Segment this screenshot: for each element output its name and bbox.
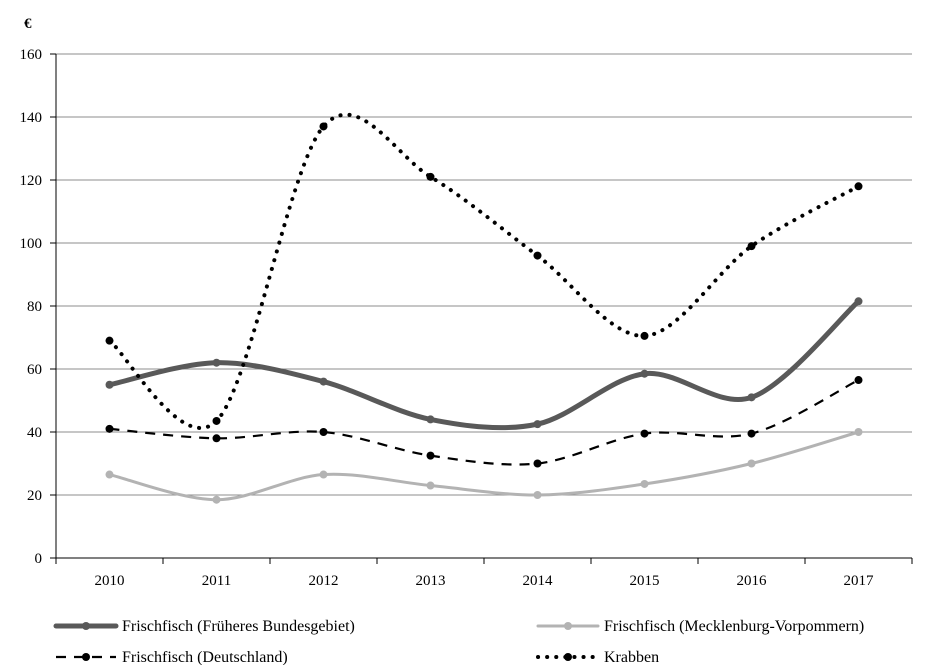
x-tick-labels: 2010 2011 2012 2013 2014 2015 2016 2017 (95, 573, 875, 589)
data-point (319, 377, 328, 386)
data-point (533, 491, 542, 499)
y-tick-label: 120 (20, 173, 43, 189)
legend-label: Frischfisch (Früheres Bundesgebiet) (122, 618, 355, 635)
data-point (533, 251, 542, 260)
y-axis-unit-label: € (24, 16, 32, 32)
y-tick-label: 60 (27, 362, 42, 378)
series-0 (105, 297, 863, 431)
x-tick-label: 2013 (416, 573, 446, 589)
legend-item: Krabben (536, 649, 659, 665)
data-point (854, 428, 863, 436)
data-point (533, 459, 542, 468)
data-point (747, 429, 756, 438)
x-tick-label: 2015 (630, 573, 660, 589)
data-point (747, 393, 756, 402)
data-point (426, 481, 435, 490)
data-point (640, 429, 649, 438)
x-tick-label: 2011 (202, 573, 231, 589)
legend-marker (82, 622, 90, 630)
data-point (105, 380, 114, 389)
data-point (426, 172, 435, 181)
series-3 (105, 112, 863, 430)
x-tick-label: 2012 (309, 573, 339, 589)
data-point (212, 416, 221, 425)
data-point (105, 424, 114, 433)
legend-label: Frischfisch (Deutschland) (122, 649, 288, 665)
series-line (107, 298, 861, 431)
y-tick-label: 40 (27, 425, 42, 441)
x-tick-label: 2014 (523, 573, 554, 589)
data-point (212, 434, 221, 443)
y-tick-labels: 0 20 40 60 80 100 120 140 160 (20, 47, 43, 567)
x-tick-label: 2010 (95, 573, 125, 589)
data-point (747, 459, 756, 468)
legend-item: Frischfisch (Früheres Bundesgebiet) (53, 618, 355, 635)
data-point (319, 428, 328, 436)
data-point (854, 182, 863, 191)
legend-item: Frischfisch (Deutschland) (56, 649, 288, 665)
y-tick-label: 0 (35, 551, 43, 567)
series-1 (105, 428, 863, 504)
y-tick-label: 80 (27, 299, 42, 315)
legend-label: Frischfisch (Mecklenburg-Vorpommern) (604, 618, 864, 635)
series-lines (105, 112, 863, 504)
data-point (212, 358, 221, 367)
series-line (107, 112, 861, 430)
axes (50, 53, 913, 564)
data-point (319, 470, 328, 479)
gridlines (56, 53, 912, 496)
data-point (854, 297, 863, 306)
series-2 (105, 376, 863, 468)
data-point (426, 415, 435, 424)
data-point (319, 122, 328, 131)
data-point (640, 479, 649, 488)
y-tick-label: 160 (20, 47, 43, 63)
data-point (212, 495, 221, 504)
legend-marker (564, 622, 572, 630)
series-line (109, 379, 859, 466)
data-point (533, 420, 542, 429)
legend-marker (564, 653, 572, 661)
legend-item: Frischfisch (Mecklenburg-Vorpommern) (536, 618, 864, 635)
data-point (854, 376, 863, 385)
data-point (105, 336, 114, 345)
legend: Frischfisch (Früheres Bundesgebiet) Frisc… (53, 618, 864, 665)
y-tick-label: 20 (27, 488, 42, 504)
y-tick-label: 100 (20, 236, 43, 252)
data-point (747, 242, 756, 251)
legend-label: Krabben (604, 649, 659, 665)
x-tick-label: 2017 (844, 573, 875, 589)
legend-marker (82, 653, 90, 661)
data-point (640, 331, 649, 340)
data-point (105, 470, 114, 479)
y-tick-label: 140 (20, 110, 43, 126)
x-tick-label: 2016 (737, 573, 768, 589)
series-line (108, 430, 860, 502)
data-point (640, 369, 649, 378)
data-point (426, 451, 435, 460)
